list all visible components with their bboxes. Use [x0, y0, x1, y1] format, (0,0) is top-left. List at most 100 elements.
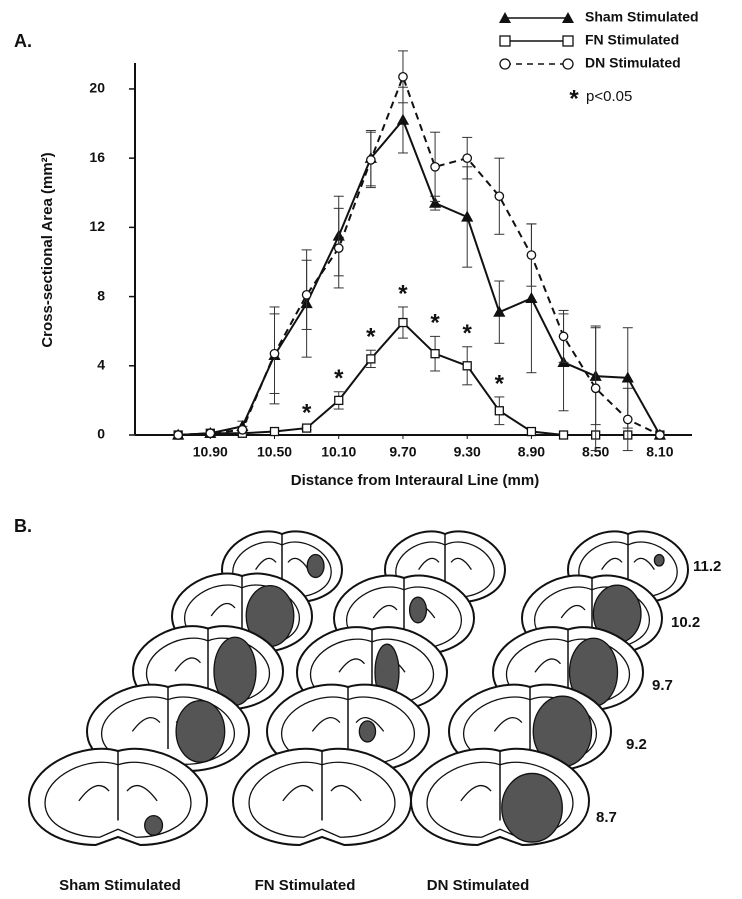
significance-marker: *: [398, 280, 408, 307]
series: [172, 86, 666, 440]
legend-marker: [499, 58, 511, 70]
y-tick-label: 0: [97, 426, 105, 442]
lesion: [501, 772, 563, 843]
ventricle: [78, 784, 110, 802]
marker: [398, 317, 408, 328]
legend-marker: [562, 35, 574, 47]
panel-label: A.: [14, 31, 32, 51]
marker: [461, 210, 474, 222]
marker: [558, 430, 569, 440]
marker: [462, 361, 472, 371]
x-tick-label: 9.70: [389, 444, 416, 460]
lesion: [408, 596, 428, 624]
x-tick-label: 10.50: [257, 444, 292, 460]
y-tick-label: 4: [97, 356, 105, 372]
column-label: FN Stimulated: [255, 877, 356, 894]
marker: [494, 406, 504, 416]
marker: [366, 155, 376, 165]
significance-marker: *: [569, 85, 579, 112]
brain-sections: [27, 530, 690, 847]
marker: [525, 291, 538, 303]
ventricle: [601, 557, 623, 570]
ventricle: [534, 658, 562, 673]
marker: [333, 243, 344, 253]
ventricle: [633, 557, 655, 570]
lesion: [358, 720, 377, 743]
ventricle: [282, 784, 314, 802]
ventricle: [460, 784, 492, 802]
lesion: [306, 553, 325, 579]
column-label: DN Stimulated: [427, 877, 530, 894]
lesion: [653, 553, 665, 567]
x-tick-label: 10.10: [321, 444, 356, 460]
y-tick-label: 16: [89, 149, 105, 165]
cortex-line: [44, 761, 192, 838]
significance-marker: *: [495, 370, 505, 397]
column-label: Sham Stimulated: [59, 877, 181, 894]
legend-marker: [499, 12, 511, 23]
lesion: [175, 699, 226, 763]
marker: [590, 383, 601, 394]
marker: [526, 250, 537, 260]
marker: [269, 348, 280, 359]
level-label: 8.7: [596, 809, 617, 826]
marker: [173, 430, 184, 440]
marker: [301, 423, 312, 433]
level-label: 9.2: [626, 736, 647, 753]
x-axis-title: Distance from Interaural Line (mm): [291, 472, 539, 489]
y-tick-label: 12: [89, 218, 105, 234]
x-tick-label: 9.30: [454, 444, 481, 460]
marker: [493, 305, 506, 317]
level-label: 11.2: [693, 558, 721, 575]
ventricle: [450, 557, 472, 570]
marker: [366, 354, 376, 364]
legend-label: DN Stimulated: [585, 55, 681, 71]
ventricle: [311, 717, 341, 732]
x-tick-label: 8.50: [582, 444, 609, 460]
ventricle: [131, 717, 161, 732]
significance-marker: *: [430, 310, 440, 337]
marker: [301, 290, 312, 300]
marker: [396, 113, 410, 125]
significance-label: p<0.05: [586, 88, 632, 105]
marker: [334, 395, 344, 406]
x-tick-label: 10.90: [193, 444, 228, 460]
ventricle: [330, 784, 362, 802]
cortex-line: [426, 761, 574, 838]
marker: [462, 153, 473, 164]
series-line: [178, 118, 661, 436]
marker: [428, 196, 442, 208]
marker: [398, 71, 408, 82]
legend-marker: [562, 12, 574, 23]
marker: [269, 426, 280, 437]
lesion: [144, 814, 164, 836]
y-tick-label: 8: [97, 287, 105, 303]
marker: [237, 424, 248, 435]
cortex-line: [248, 761, 396, 838]
ventricle: [355, 717, 385, 732]
series: [173, 50, 665, 452]
ventricle: [210, 602, 236, 617]
legend-marker: [562, 58, 574, 70]
panel-label: B.: [14, 516, 32, 536]
ventricle: [418, 557, 440, 570]
ventricle: [372, 604, 398, 619]
marker: [430, 349, 440, 359]
marker: [655, 430, 665, 440]
level-label: 9.7: [652, 677, 673, 694]
ventricle: [493, 717, 523, 732]
x-tick-label: 8.10: [646, 444, 673, 460]
marker: [621, 371, 634, 383]
marker: [430, 161, 440, 172]
ventricle: [255, 557, 277, 570]
legend-label: FN Stimulated: [585, 32, 679, 48]
ventricle: [126, 784, 158, 802]
ventricle: [338, 658, 366, 673]
ventricle: [174, 657, 202, 672]
series-line: [178, 321, 660, 436]
significance-marker: *: [366, 324, 376, 351]
marker: [205, 428, 216, 439]
significance-marker: *: [334, 365, 344, 392]
marker: [494, 191, 505, 202]
